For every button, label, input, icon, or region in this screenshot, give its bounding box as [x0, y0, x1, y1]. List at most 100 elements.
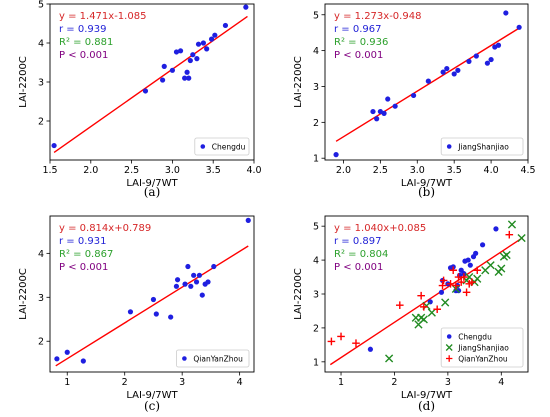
panel-label: (c): [144, 399, 160, 413]
data-point: [446, 280, 455, 288]
data-point: [333, 152, 339, 158]
data-point: [193, 279, 200, 285]
y-tick-label: 5: [313, 222, 319, 233]
regression-line: [329, 237, 524, 366]
data-point: [64, 349, 70, 355]
y-tick-label: 1: [313, 154, 319, 165]
data-point: [211, 263, 217, 270]
y-axis-label: LAI-2200C: [293, 56, 304, 108]
data-point: [473, 266, 482, 275]
data-point: [195, 41, 202, 47]
x-tick-label: 4: [498, 377, 504, 388]
x-tick-label: 4.5: [520, 165, 535, 176]
data-point: [460, 273, 468, 281]
data-point: [438, 281, 447, 290]
data-point: [182, 281, 188, 287]
legend-marker: [182, 356, 187, 361]
data-point: [427, 308, 436, 317]
legend-box: [440, 327, 524, 368]
x-axis-label: LAI-9/7WT: [126, 178, 178, 189]
y-tick-label: 5: [38, 0, 44, 11]
panel-label: (d): [418, 399, 435, 413]
stats-annotation: r = 0.931: [59, 236, 106, 247]
data-point: [502, 250, 511, 260]
legend-box: [194, 137, 250, 156]
data-point: [51, 142, 57, 149]
y-tick-label: 2: [38, 117, 44, 128]
y-tick-label: 4: [38, 249, 44, 260]
data-point: [440, 69, 446, 75]
data-point: [473, 53, 479, 59]
data-point: [80, 358, 86, 364]
data-point: [451, 71, 457, 77]
data-point: [174, 277, 181, 283]
data-point: [374, 116, 380, 122]
panel-4: 1 2 3 4 1 2 3 4 5 LAI-9/7WT LAI-2200C y = 1.040x+0.…: [293, 215, 529, 413]
data-point: [455, 67, 461, 73]
y-axis-label: LAI-2200C: [18, 56, 29, 108]
legend: QianYanZhou: [175, 349, 250, 368]
legend-marker: [446, 334, 452, 339]
data-point: [337, 332, 345, 341]
data-point: [194, 56, 200, 62]
data-point: [204, 46, 210, 52]
x-tick-label: 3.0: [410, 165, 425, 176]
x-tick-label: 4.0: [484, 165, 499, 176]
x-axis-label: LAI-9/7WT: [401, 178, 453, 189]
y-tick-label: 3: [313, 82, 319, 93]
data-point: [495, 42, 502, 48]
legend-label: QianYanZhou: [193, 354, 243, 363]
data-point: [168, 314, 174, 320]
x-tick-label: 3.0: [165, 165, 180, 176]
stats-annotation: R² = 0.881: [59, 37, 113, 48]
legend-marker: [446, 355, 453, 362]
data-point: [507, 220, 517, 229]
data-point: [188, 283, 194, 289]
x-tick-label: 3.5: [206, 165, 221, 176]
data-point: [433, 305, 441, 314]
data-point: [395, 301, 404, 309]
data-point: [425, 78, 431, 84]
data-point: [173, 283, 180, 289]
data-point: [184, 69, 190, 75]
data-point: [488, 56, 494, 63]
stats-annotation: r = 0.967: [334, 24, 381, 35]
data-point: [200, 40, 207, 46]
x-tick-label: 4.0: [246, 165, 261, 176]
data-point: [419, 315, 428, 324]
data-point: [381, 110, 387, 116]
y-tick-label: 2: [38, 337, 44, 348]
data-point: [410, 92, 417, 99]
y-tick-label: 4: [313, 256, 319, 267]
stats-annotation: R² = 0.804: [334, 249, 388, 260]
x-tick-label: 3.5: [447, 165, 462, 176]
stats-annotation: P < 0.001: [59, 262, 108, 273]
stats-annotation: r = 0.939: [59, 24, 106, 35]
x-tick-label: 1: [64, 377, 70, 388]
stats-annotation: P < 0.001: [334, 50, 383, 61]
data-point: [191, 272, 197, 278]
data-point: [385, 96, 391, 102]
series-qianyanzhou: [327, 230, 514, 347]
data-point: [385, 354, 394, 363]
data-point: [497, 264, 506, 273]
legend-label: Chengdu: [458, 332, 492, 341]
legend: Chengdu JiangShanjiao QianYanZhou: [440, 327, 524, 368]
data-point: [160, 77, 166, 83]
regression-line: [53, 15, 248, 153]
x-tick-label: 1.5: [42, 165, 57, 176]
x-axis-label: LAI-9/7WT: [126, 390, 178, 401]
y-tick-label: 3: [38, 78, 44, 89]
legend: Chengdu: [194, 137, 250, 156]
legend-marker: [200, 144, 206, 149]
data-point: [503, 10, 509, 16]
data-point: [245, 217, 251, 223]
stats-annotation: P < 0.001: [59, 50, 108, 61]
panel-1: 1.5 2.0 2.5 3.0 3.5 4.0 2 3 4 5 LAI-9/7WT LAI-2200C…: [18, 0, 262, 199]
x-tick-label: 2: [391, 377, 397, 388]
data-point: [199, 292, 205, 298]
y-axis-label: LAI-2200C: [18, 268, 29, 320]
data-point: [420, 303, 428, 311]
legend-box: [175, 349, 250, 368]
